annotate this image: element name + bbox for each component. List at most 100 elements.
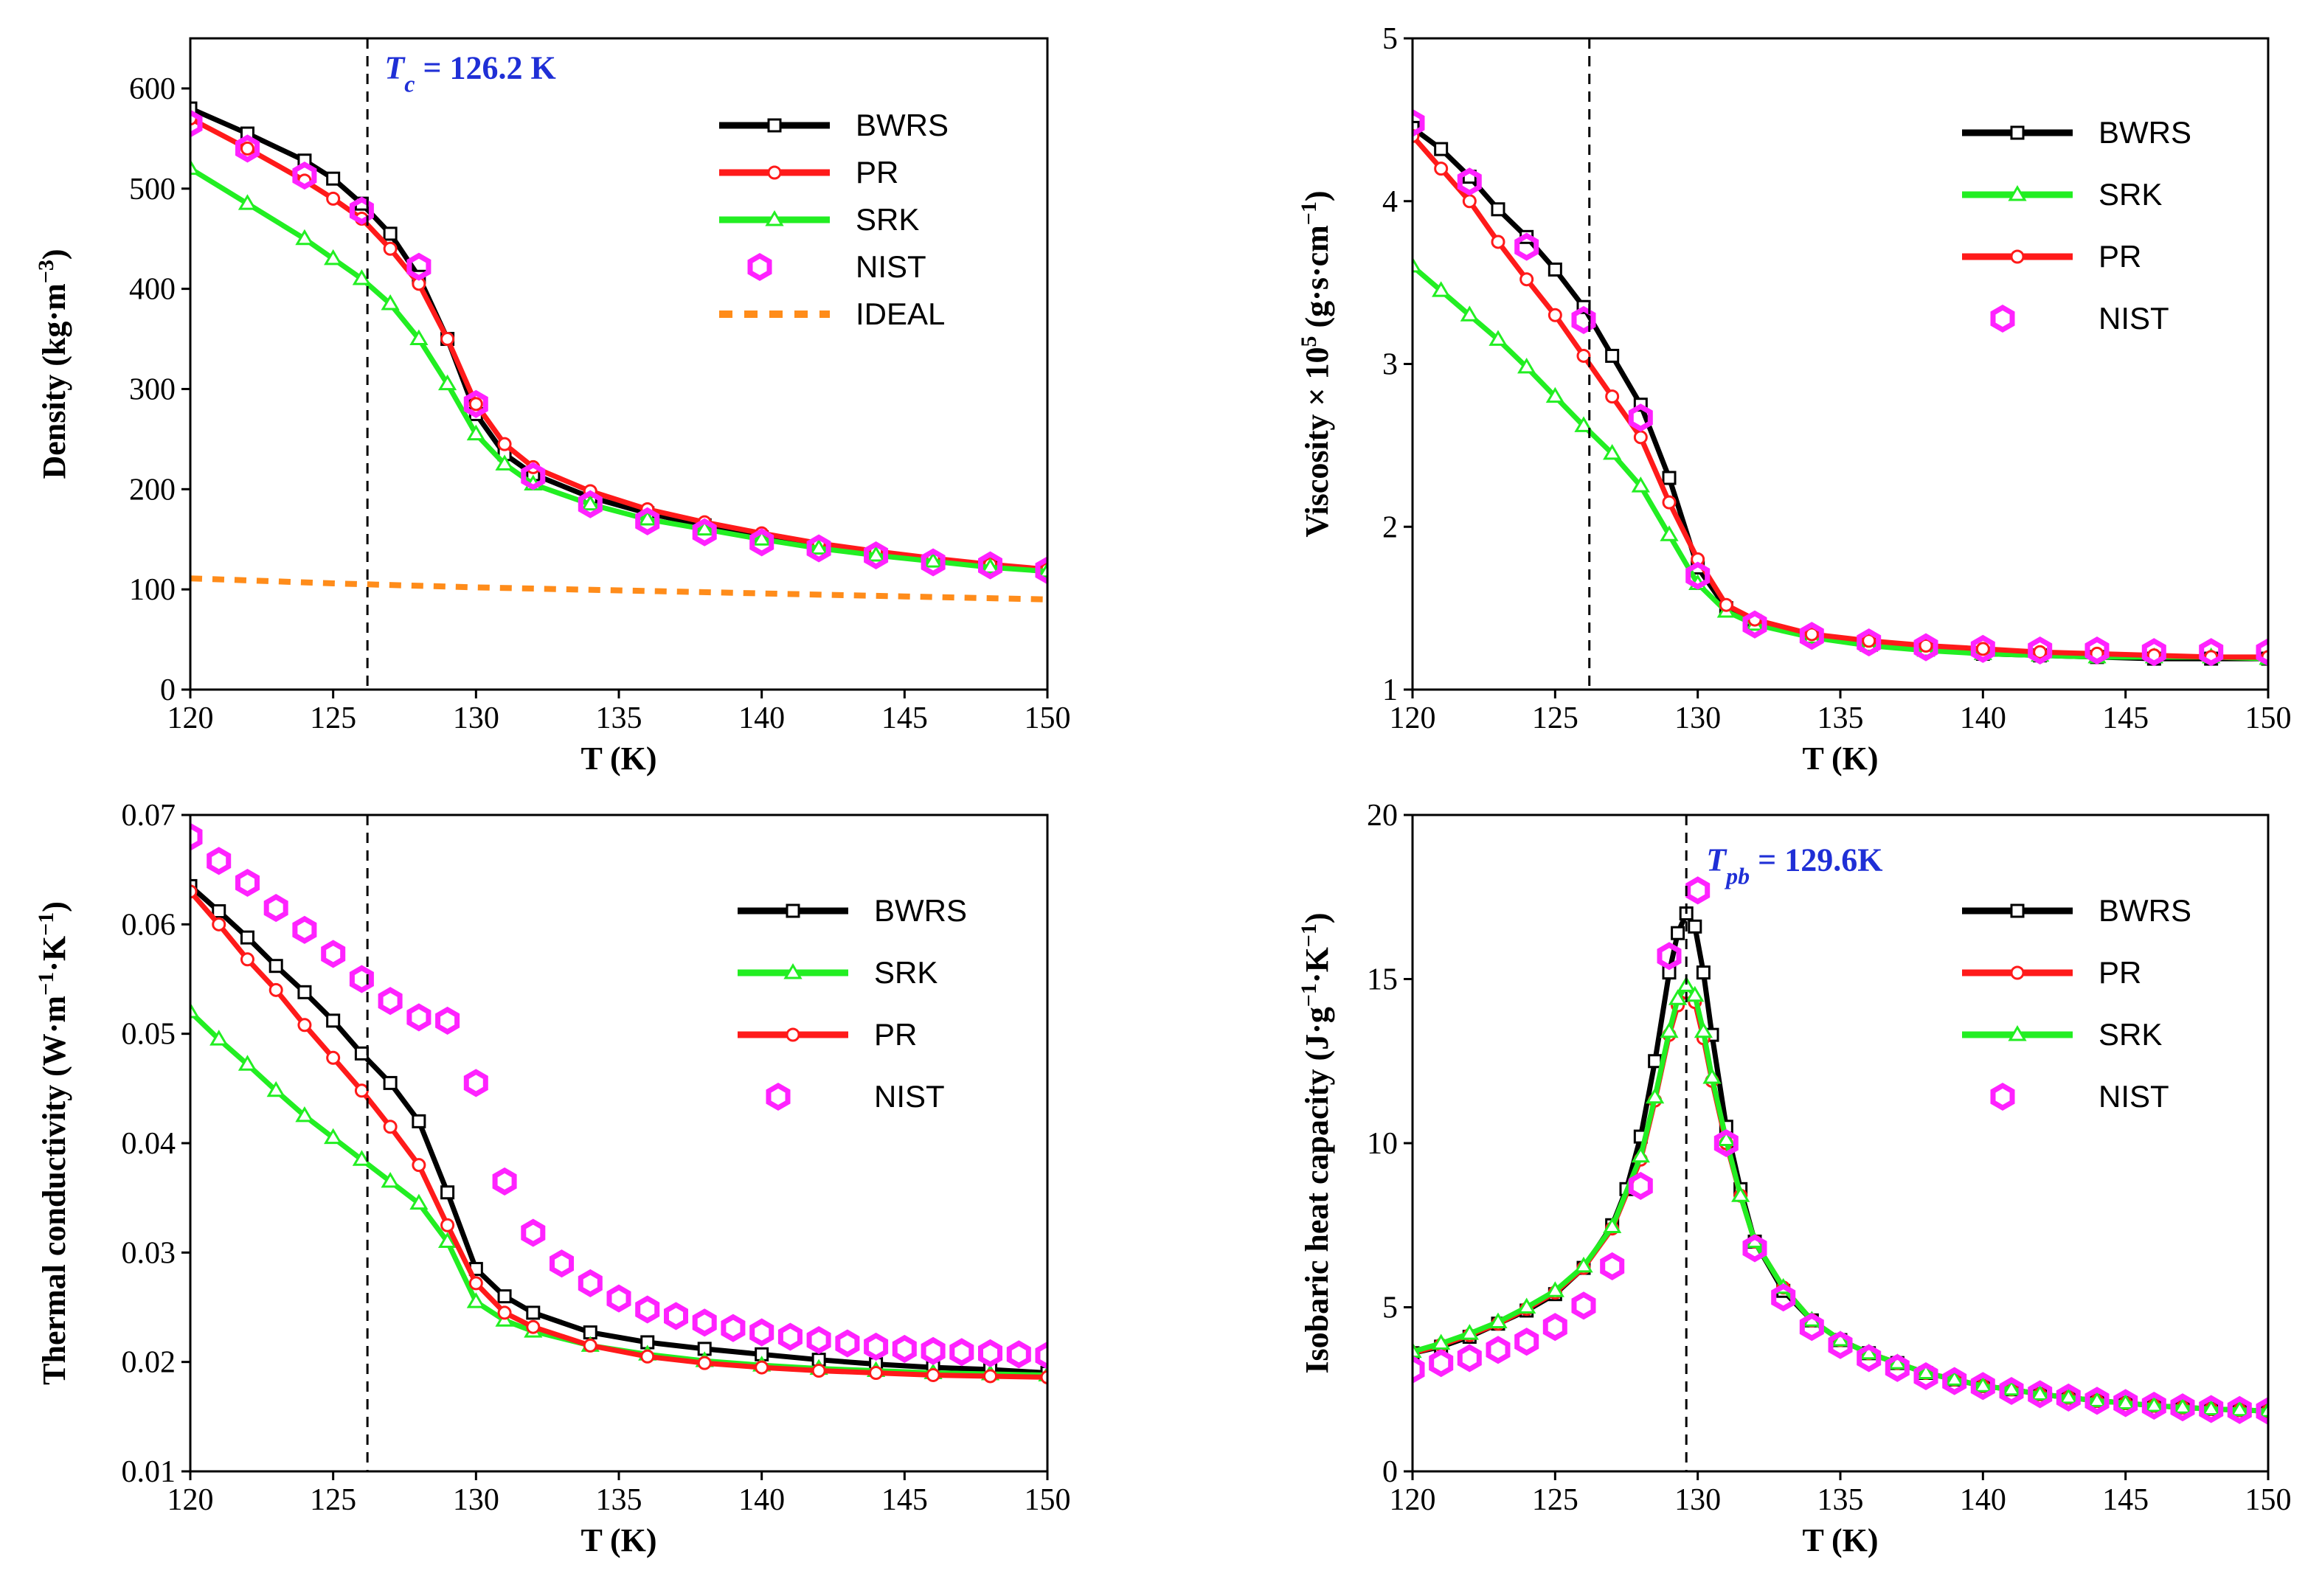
y-label-text: ) <box>1299 912 1335 923</box>
point-pr <box>1605 389 1620 404</box>
point-bwrs <box>212 904 226 919</box>
point-nist <box>777 1322 803 1351</box>
series-line-ideal <box>190 575 1047 603</box>
plot-frame <box>1411 813 2270 1473</box>
point-srk <box>1432 281 1451 297</box>
legend-marker <box>2010 249 2025 264</box>
point-srk <box>1488 330 1508 346</box>
legend-marker <box>765 210 784 226</box>
chart-density: 120 125 130 135 140 145 150 0 100 200 300 400 500 600… <box>34 37 1071 777</box>
point-nist <box>578 1269 603 1297</box>
point-srk <box>1685 985 1705 1002</box>
x-tick-label: 120 <box>1390 701 1436 735</box>
point-bwrs <box>383 226 398 241</box>
series-group <box>1413 876 2268 1426</box>
series-line-pr <box>190 116 1047 572</box>
point-nist <box>1999 1376 2024 1406</box>
point-srk <box>1413 257 1422 273</box>
point-srk <box>324 249 343 266</box>
point-pr <box>1662 495 1677 510</box>
point-bwrs <box>1662 471 1677 485</box>
series-line-pr <box>190 889 1047 1380</box>
point-bwrs <box>440 1185 455 1200</box>
legend-marker <box>747 252 772 282</box>
point-nist <box>492 1167 517 1196</box>
x-axis-label: T (K) <box>580 740 656 777</box>
point-srk <box>580 494 600 511</box>
y-tick-label: 4 <box>1382 185 1398 219</box>
point-nist <box>2084 636 2110 665</box>
point-nist <box>1571 305 1596 334</box>
legend-marker <box>2008 185 2027 201</box>
point-bwrs <box>268 959 283 974</box>
point-srk <box>1413 1342 1422 1359</box>
y-tick-label: 300 <box>129 372 176 406</box>
y-axis-label: Viscosity × 105 (g·s·cm−1) <box>1297 190 1336 537</box>
point-nist <box>2256 638 2268 667</box>
point-bwrs <box>1548 262 1562 277</box>
point-srk <box>2031 1384 2050 1401</box>
point-nist <box>292 162 317 190</box>
legend-label: NIST <box>874 1079 945 1114</box>
annotation-value: = 129.6K <box>1750 842 1882 878</box>
legend: BWRS SRK PR NIST <box>1962 115 2191 336</box>
x-tick-label: 145 <box>881 701 928 735</box>
y-tick-label: 400 <box>129 273 176 307</box>
point-pr <box>526 1319 541 1334</box>
point-srk <box>437 1232 457 1248</box>
point-pr <box>755 1360 769 1375</box>
series-line-srk <box>190 1010 1047 1378</box>
y-label-superscript: −1 <box>34 972 58 996</box>
legend-label: BWRS <box>2099 893 2191 928</box>
y-label-text: Viscosity × 10 <box>1299 347 1335 537</box>
y-tick-label: 3 <box>1382 348 1398 382</box>
point-srk <box>352 1150 372 1166</box>
point-nist <box>578 490 603 518</box>
point-nist <box>1542 1313 1567 1342</box>
y-tick-label: 0.07 <box>122 799 176 833</box>
point-pr <box>326 1050 341 1065</box>
point-nist <box>2028 636 2053 665</box>
legend-marker <box>766 1082 791 1111</box>
series-line-pr <box>1413 989 2268 1414</box>
x-tick-label: 135 <box>1817 701 1864 735</box>
point-pr <box>640 1349 655 1364</box>
point-srk <box>1432 1333 1451 1350</box>
point-nist <box>2141 638 2166 667</box>
point-bwrs <box>1605 348 1620 363</box>
point-nist <box>635 1295 660 1324</box>
point-nist <box>1771 1283 1796 1312</box>
chart-thermal_conductivity: 120 125 130 135 140 145 150 0.01 0.02 0.03 0.04 0.0… <box>34 799 1071 1558</box>
point-nist <box>1457 1344 1482 1373</box>
point-nist <box>749 1318 774 1347</box>
point-bwrs <box>412 1114 426 1128</box>
point-pr <box>297 1018 312 1033</box>
point-nist <box>2028 1380 2053 1409</box>
y-tick-label: 5 <box>1382 22 1398 56</box>
point-nist <box>892 1334 917 1363</box>
point-nist <box>1657 942 1682 971</box>
point-nist <box>1913 633 1938 662</box>
point-bwrs <box>497 1289 512 1304</box>
point-nist <box>1035 1341 1047 1370</box>
y-tick-label: 0.05 <box>122 1018 176 1052</box>
x-tick-label: 130 <box>1674 1483 1721 1517</box>
point-pr <box>240 952 254 967</box>
annotation-subscript: c <box>404 70 415 97</box>
point-srk <box>1702 1068 1722 1084</box>
plot-frame <box>189 813 1049 1473</box>
point-nist <box>1514 1328 1539 1356</box>
chart-heat_capacity: 120 125 130 135 140 145 150 0 5 10 15 20 T (K) Isobar… <box>1297 799 2292 1558</box>
x-tick-label: 125 <box>310 701 356 735</box>
annotation-symbol: T <box>1706 842 1727 878</box>
point-nist <box>190 822 203 851</box>
point-pr <box>212 917 226 931</box>
point-srk <box>980 558 1000 574</box>
x-axis-label: T (K) <box>1802 1522 1878 1558</box>
point-srk <box>1916 1363 1935 1379</box>
y-axis-label: Density (kg·m−3) <box>34 249 73 479</box>
y-label-text: Isobaric heat capacity (J·g <box>1299 1007 1335 1373</box>
point-pr <box>1462 194 1477 209</box>
point-nist <box>921 548 946 577</box>
series-line-srk <box>1413 264 2268 662</box>
